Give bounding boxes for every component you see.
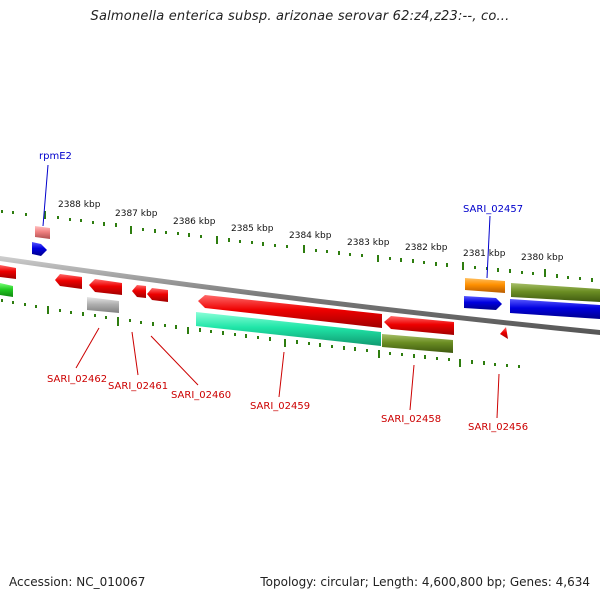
leader-sari-02458 [409, 364, 415, 411]
gene-red-arrow-4[interactable] [147, 288, 168, 302]
leader-sari-02461 [131, 331, 139, 376]
scale-label-2380: 2380 kbp [521, 253, 564, 263]
genome-backbone [0, 256, 600, 335]
gene-red-arrow-2[interactable] [89, 279, 122, 295]
scale-label-2386: 2386 kbp [173, 217, 216, 227]
inner-scale-ticks [1, 299, 520, 368]
accession-text: Accession: NC_010067 [9, 575, 146, 589]
gene-red-arrow-3[interactable] [132, 285, 146, 298]
gene-red-arrow-1[interactable] [55, 274, 82, 289]
gene-sari-02459-red-feature[interactable] [198, 295, 382, 328]
gene-sari-02457-feature[interactable] [465, 278, 505, 293]
scale-label-2382: 2382 kbp [405, 243, 448, 253]
gene-sari-02456-feature[interactable] [500, 327, 508, 339]
gene-red-left-edge[interactable] [0, 265, 16, 279]
leader-sari-02456 [496, 373, 500, 419]
scale-label-2383: 2383 kbp [347, 238, 390, 248]
gene-green-left-edge[interactable] [0, 283, 13, 297]
leader-sari-02457 [486, 215, 491, 279]
leader-sari-02460 [150, 335, 199, 386]
gene-blue-arrow-feature[interactable] [464, 296, 502, 310]
gene-label-sari-02458[interactable]: SARI_02458 [381, 414, 441, 425]
gene-rpmE2-feature[interactable] [35, 226, 50, 239]
gene-blue-small-feature[interactable] [32, 242, 47, 256]
leader-sari-02459 [278, 351, 285, 398]
scale-label-2384: 2384 kbp [289, 231, 332, 241]
gene-red-arrow-5[interactable] [384, 316, 454, 335]
scale-label-2385: 2385 kbp [231, 224, 274, 234]
gene-label-sari-02462[interactable]: SARI_02462 [47, 374, 107, 385]
gene-label-sari-02459[interactable]: SARI_02459 [250, 401, 310, 412]
scale-label-2387: 2387 kbp [115, 209, 158, 219]
gene-grey-feature[interactable] [87, 297, 119, 313]
map-title: Salmonella enterica subsp. arizonae sero… [90, 9, 510, 24]
leader-sari-02462 [75, 327, 100, 369]
gene-olive-upper-feature[interactable] [511, 283, 600, 302]
genome-summary-text: Topology: circular; Length: 4,600,800 bp… [260, 575, 590, 589]
gene-sari-02459-feature[interactable] [196, 312, 381, 346]
scale-label-2388: 2388 kbp [58, 200, 101, 210]
gene-label-sari-02461[interactable]: SARI_02461 [108, 381, 168, 392]
gene-label-sari-02457[interactable]: SARI_02457 [463, 204, 523, 215]
leader-rpmE2 [42, 164, 49, 227]
gene-label-sari-02460[interactable]: SARI_02460 [171, 390, 231, 401]
scale-label-2381: 2381 kbp [463, 249, 506, 259]
gene-sari-02458-feature[interactable] [382, 334, 453, 353]
outer-scale-ticks [1, 210, 593, 282]
gene-label-rpmE2[interactable]: rpmE2 [39, 151, 72, 162]
gene-label-sari-02456[interactable]: SARI_02456 [468, 422, 528, 433]
gene-blue-long-feature[interactable] [510, 299, 600, 319]
